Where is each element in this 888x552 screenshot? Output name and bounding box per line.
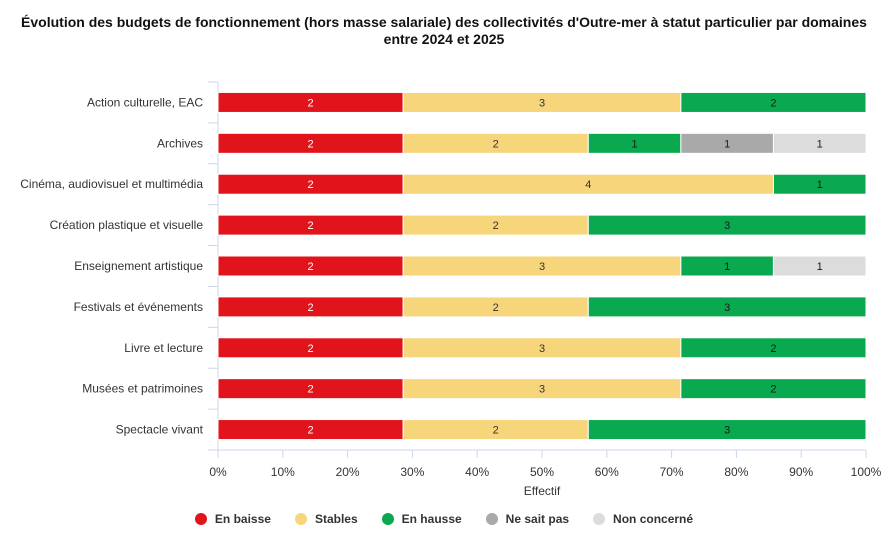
- data-label: 3: [539, 384, 545, 396]
- legend-swatch: [194, 513, 207, 525]
- data-label: 2: [308, 138, 314, 150]
- x-tick-label: 40%: [465, 465, 489, 479]
- data-label: 3: [539, 261, 545, 273]
- data-label: 1: [632, 138, 638, 150]
- legend-label: Stables: [314, 512, 358, 526]
- data-label: 2: [308, 220, 314, 232]
- x-tick-label: 60%: [595, 465, 619, 479]
- data-label: 2: [308, 179, 314, 191]
- x-tick-label: 50%: [530, 465, 554, 479]
- data-label: 2: [493, 302, 499, 314]
- legend-swatch: [294, 513, 307, 525]
- legend-item[interactable]: En baisse: [194, 512, 271, 526]
- bar-segment: [772, 173, 867, 195]
- data-label: 3: [539, 343, 545, 355]
- x-tick-label: 0%: [209, 465, 227, 479]
- data-label: 1: [817, 179, 823, 191]
- x-tick-label: 10%: [271, 465, 295, 479]
- legend-swatch: [381, 513, 394, 525]
- x-tick-label: 100%: [851, 465, 882, 479]
- x-axis-title: Effectif: [524, 484, 561, 498]
- x-tick-label: 70%: [660, 465, 684, 479]
- data-label: 2: [770, 97, 776, 109]
- data-label: 3: [724, 302, 730, 314]
- data-label: 2: [770, 343, 776, 355]
- bar-segment: [680, 378, 867, 400]
- chart-legend: En baisse Stables En hausse Ne sait pas Non …: [0, 512, 888, 526]
- data-label: 1: [817, 138, 823, 150]
- bar-segment: [772, 132, 867, 154]
- chart-title-line-1: Évolution des budgets de fonctionnement …: [21, 14, 867, 30]
- data-label: 2: [493, 138, 499, 150]
- category-label: Archives: [157, 136, 203, 150]
- legend-label: En hausse: [401, 512, 462, 526]
- category-label: Musées et patrimoines: [82, 382, 203, 396]
- x-tick-label: 30%: [400, 465, 424, 479]
- chart-title: Évolution des budgets de fonctionnement …: [0, 14, 888, 48]
- data-label: 2: [493, 220, 499, 232]
- data-label: 4: [585, 179, 591, 191]
- category-label: Action culturelle, EAC: [87, 95, 203, 109]
- category-label: Spectacle vivant: [116, 423, 204, 437]
- data-label: 2: [308, 425, 314, 437]
- bar-segment: [680, 337, 867, 359]
- data-label: 1: [724, 138, 730, 150]
- bar-segment: [680, 91, 867, 113]
- legend-item[interactable]: Stables: [294, 512, 358, 526]
- legend-label: Non concerné: [613, 512, 694, 526]
- data-label: 2: [770, 384, 776, 396]
- data-label: 2: [308, 261, 314, 273]
- data-label: 2: [308, 97, 314, 109]
- legend-label: Ne sait pas: [505, 512, 570, 526]
- x-tick-label: 90%: [789, 465, 813, 479]
- data-label: 2: [308, 302, 314, 314]
- category-label: Livre et lecture: [124, 341, 203, 355]
- data-label: 3: [724, 220, 730, 232]
- category-label: Festivals et événements: [74, 300, 203, 314]
- category-label: Création plastique et visuelle: [50, 218, 204, 232]
- data-label: 1: [817, 261, 823, 273]
- data-label: 2: [493, 425, 499, 437]
- legend-label: En baisse: [214, 512, 271, 526]
- bar-segment: [587, 419, 867, 441]
- category-label: Enseignement artistique: [74, 259, 203, 273]
- chart-title-line-2: entre 2024 et 2025: [383, 31, 505, 47]
- data-label: 1: [724, 261, 730, 273]
- legend-item[interactable]: Ne sait pas: [485, 512, 570, 526]
- data-label: 3: [724, 425, 730, 437]
- category-label: Cinéma, audiovisuel et multimédia: [20, 177, 203, 191]
- data-label: 2: [308, 384, 314, 396]
- data-label: 2: [308, 343, 314, 355]
- bar-segment: [587, 214, 867, 236]
- x-tick-label: 80%: [724, 465, 748, 479]
- legend-swatch: [593, 513, 606, 525]
- legend-item[interactable]: Non concerné: [593, 512, 693, 526]
- x-tick-label: 20%: [336, 465, 360, 479]
- data-label: 3: [539, 97, 545, 109]
- legend-item[interactable]: En hausse: [381, 512, 462, 526]
- bar-segment: [772, 255, 867, 277]
- legend-swatch: [485, 513, 498, 525]
- bar-segment: [587, 296, 867, 318]
